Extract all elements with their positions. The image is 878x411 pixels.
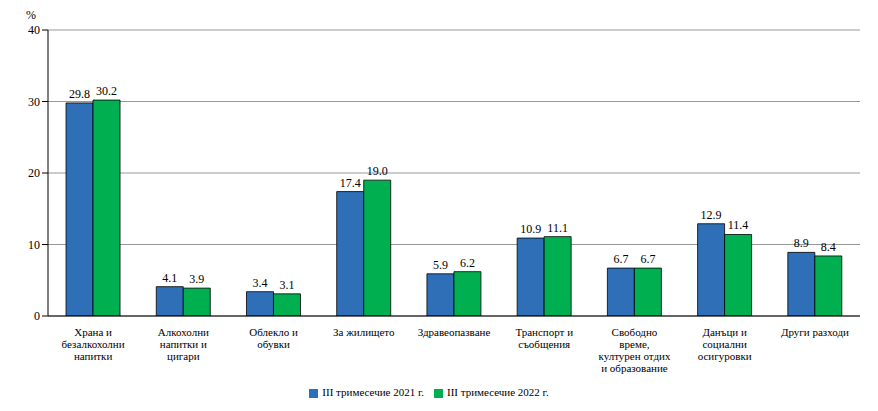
svg-text:11.1: 11.1 <box>547 221 568 235</box>
svg-text:Облекло иобувки: Облекло иобувки <box>249 326 298 350</box>
svg-text:3.1: 3.1 <box>279 278 294 292</box>
svg-text:40: 40 <box>28 23 40 37</box>
svg-text:Транспорт исъобщения: Транспорт исъобщения <box>515 326 573 350</box>
svg-text:6.7: 6.7 <box>613 252 628 266</box>
svg-text:8.4: 8.4 <box>821 240 836 254</box>
svg-text:30.2: 30.2 <box>96 84 117 98</box>
svg-text:Други разходи: Други разходи <box>781 326 849 338</box>
svg-text:30: 30 <box>28 95 40 109</box>
svg-text:29.8: 29.8 <box>69 87 90 101</box>
html-text:III тримесечие 2022 г.: III тримесечие 2022 г. <box>447 386 549 398</box>
svg-text:4.1: 4.1 <box>162 271 177 285</box>
svg-text:Свободновреме,културен отдихи: Свободновреме,културен отдихи образовани… <box>598 326 670 374</box>
svg-text:20: 20 <box>28 166 40 180</box>
svg-text:17.4: 17.4 <box>340 176 361 190</box>
svg-text:6.7: 6.7 <box>640 252 655 266</box>
html-text:III тримесечие 2021 г.: III тримесечие 2021 г. <box>322 386 424 398</box>
svg-text:Данъци исоциалниосигуровки: Данъци исоциалниосигуровки <box>698 326 752 362</box>
svg-text:Алкохолнинапитки ицигари: Алкохолнинапитки ицигари <box>158 326 209 362</box>
svg-text:11.4: 11.4 <box>728 218 749 232</box>
svg-text:8.9: 8.9 <box>794 236 809 250</box>
svg-text:10.9: 10.9 <box>520 222 541 236</box>
svg-text:19.0: 19.0 <box>367 164 388 178</box>
svg-text:За жилището: За жилището <box>333 326 395 338</box>
svg-text:3.4: 3.4 <box>252 276 267 290</box>
svg-text:Храна ибезалкохолнинапитки: Храна ибезалкохолнинапитки <box>62 326 125 362</box>
svg-text:6.2: 6.2 <box>460 256 475 270</box>
svg-text:12.9: 12.9 <box>701 208 722 222</box>
svg-text:5.9: 5.9 <box>433 258 448 272</box>
svg-text:10: 10 <box>28 238 40 252</box>
svg-text:0: 0 <box>34 309 40 323</box>
svg-text:Здравеопазване: Здравеопазване <box>418 326 491 338</box>
svg-text:3.9: 3.9 <box>189 272 204 286</box>
